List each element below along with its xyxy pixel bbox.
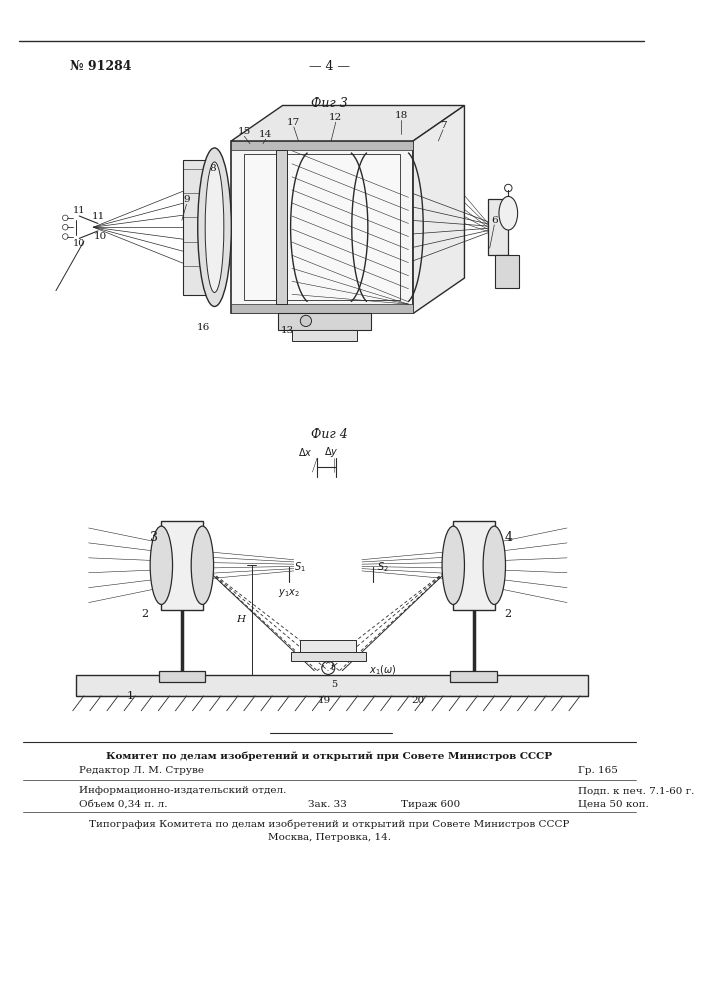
Text: H: H	[236, 615, 245, 624]
Text: 20: 20	[411, 696, 424, 705]
Polygon shape	[413, 105, 464, 313]
Text: 15: 15	[238, 127, 251, 136]
Bar	[300, 640, 356, 652]
Text: $\Delta y$: $\Delta y$	[324, 445, 339, 459]
Bar	[495, 255, 520, 288]
Ellipse shape	[150, 526, 173, 604]
Text: Гр. 165: Гр. 165	[578, 766, 618, 775]
Text: t: t	[330, 663, 334, 672]
Ellipse shape	[483, 526, 506, 604]
Text: 5: 5	[331, 680, 337, 689]
Text: 17: 17	[287, 118, 300, 127]
Bar	[76, 675, 588, 696]
Text: $S_2$: $S_2$	[377, 560, 388, 574]
Text: 7: 7	[440, 121, 446, 130]
Polygon shape	[231, 105, 464, 141]
Text: 14: 14	[259, 130, 272, 139]
Text: 2: 2	[141, 609, 148, 619]
Text: Объем 0,34 п. л.: Объем 0,34 п. л.	[79, 800, 168, 809]
Text: 10: 10	[73, 239, 85, 248]
Bar	[276, 150, 287, 304]
Bar	[231, 141, 413, 313]
Ellipse shape	[300, 315, 312, 327]
Text: 1: 1	[127, 691, 134, 701]
Text: $\Delta x$: $\Delta x$	[298, 446, 312, 458]
Bar	[183, 160, 211, 295]
Ellipse shape	[198, 148, 231, 306]
Text: 11: 11	[91, 212, 105, 221]
Bar	[450, 671, 497, 682]
Text: 8: 8	[209, 164, 216, 173]
Text: Редактор Л. М. Струве: Редактор Л. М. Струве	[79, 766, 204, 775]
Text: $x_1(\omega)$: $x_1(\omega)$	[368, 663, 396, 677]
Ellipse shape	[442, 526, 464, 604]
Text: Комитет по делам изобретений и открытий при Совете Министров СССР: Комитет по делам изобретений и открытий …	[106, 752, 552, 761]
Text: 16: 16	[197, 323, 210, 332]
Bar	[291, 652, 366, 661]
Bar	[278, 313, 371, 330]
Bar	[292, 330, 357, 341]
Bar	[231, 141, 413, 150]
Ellipse shape	[205, 162, 224, 292]
Text: 19: 19	[318, 696, 331, 705]
Bar	[158, 671, 205, 682]
Text: Тираж 600: Тираж 600	[401, 800, 460, 809]
Text: 13: 13	[281, 326, 294, 335]
Text: $y_1 x_2$: $y_1 x_2$	[278, 587, 300, 599]
Text: Зак. 33: Зак. 33	[308, 800, 346, 809]
Bar	[231, 304, 413, 313]
Text: Москва, Петровка, 14.: Москва, Петровка, 14.	[268, 833, 391, 842]
Ellipse shape	[191, 526, 214, 604]
Text: Информационно-издательский отдел.: Информационно-издательский отдел.	[79, 786, 286, 795]
Text: Подп. к печ. 7.1-60 г.: Подп. к печ. 7.1-60 г.	[578, 786, 694, 795]
Text: 12: 12	[329, 113, 342, 122]
Text: 10: 10	[94, 232, 107, 241]
Bar	[245, 154, 400, 300]
Bar	[161, 521, 204, 610]
Text: 4: 4	[504, 531, 513, 544]
Ellipse shape	[499, 196, 518, 230]
Text: Фиг 3: Фиг 3	[311, 97, 348, 110]
Text: № 91284: № 91284	[70, 60, 132, 73]
Text: Цена 50 коп.: Цена 50 коп.	[578, 800, 649, 809]
Text: 3: 3	[150, 531, 158, 544]
Bar	[488, 199, 508, 255]
Text: Фиг 4: Фиг 4	[311, 428, 348, 441]
Text: $S_1$: $S_1$	[294, 560, 306, 574]
Text: Типография Комитета по делам изобретений и открытий при Совете Министров СССР: Типография Комитета по делам изобретений…	[89, 820, 569, 829]
Text: 11: 11	[73, 206, 86, 215]
Text: 18: 18	[395, 111, 408, 120]
Text: 2: 2	[505, 609, 512, 619]
Text: 9: 9	[183, 195, 190, 204]
Bar	[453, 521, 495, 610]
Text: 6: 6	[491, 216, 498, 225]
Text: — 4 —: — 4 —	[309, 60, 350, 73]
